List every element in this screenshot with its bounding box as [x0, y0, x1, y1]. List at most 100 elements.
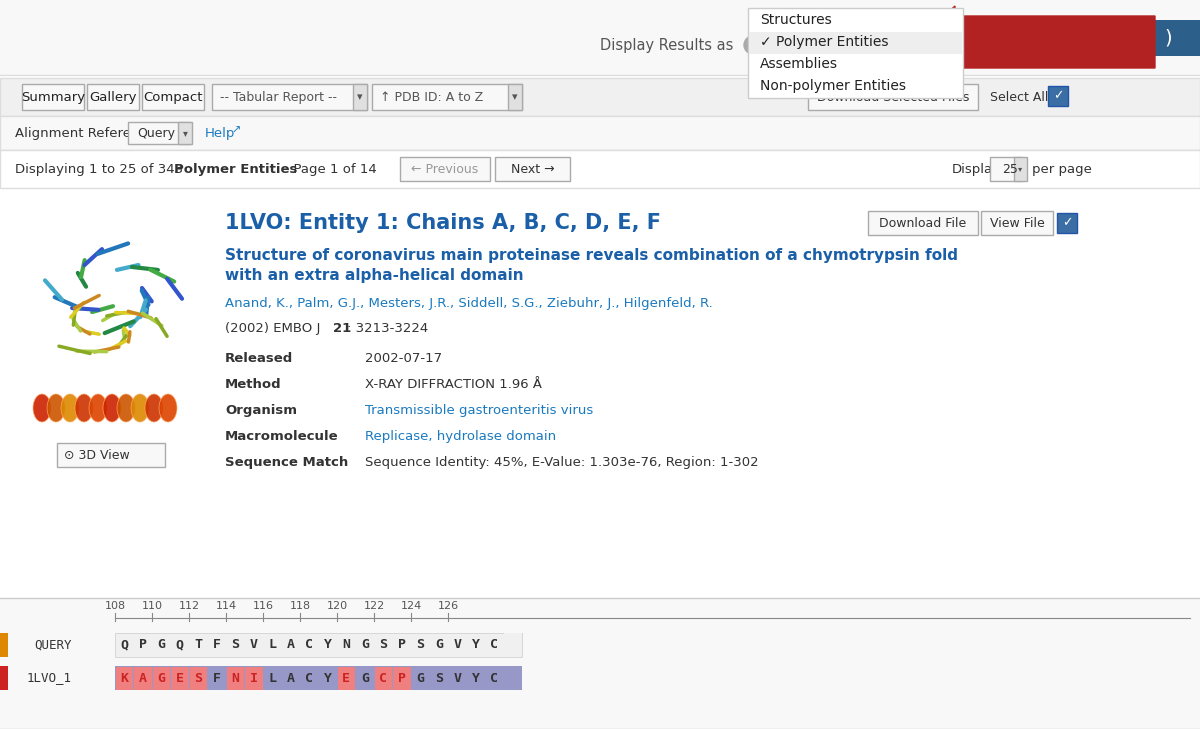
Text: P: P	[397, 671, 406, 685]
Text: 122: 122	[364, 601, 385, 611]
Bar	[178, 122, 192, 144]
Text: L: L	[269, 639, 276, 652]
Text: G: G	[434, 639, 443, 652]
Bar	[245, 666, 263, 690]
Bar	[0, 116, 1200, 150]
Text: 25: 25	[1002, 163, 1018, 176]
Text: -- Tabular Report --: -- Tabular Report --	[220, 90, 337, 104]
Bar	[394, 666, 410, 690]
Text: Sequence Identity: 45%, E-Value: 1.303e-76, Region: 1-302: Sequence Identity: 45%, E-Value: 1.303e-…	[365, 456, 758, 469]
Text: 124: 124	[401, 601, 421, 611]
Text: per page: per page	[1032, 163, 1092, 176]
Bar	[115, 666, 522, 690]
Text: C: C	[491, 671, 498, 685]
Text: QUERY: QUERY	[35, 639, 72, 652]
Bar	[1014, 157, 1027, 181]
Bar	[808, 84, 978, 110]
Bar	[0, 598, 1200, 729]
Ellipse shape	[118, 394, 134, 422]
Text: ↑ PDB ID: A to Z: ↑ PDB ID: A to Z	[380, 90, 484, 104]
Text: 112: 112	[179, 601, 199, 611]
Text: Y: Y	[324, 671, 331, 685]
Ellipse shape	[158, 394, 178, 422]
Bar	[0, 666, 8, 690]
Bar	[134, 666, 151, 690]
Bar	[1154, 20, 1200, 56]
Text: V: V	[454, 671, 461, 685]
Text: 116: 116	[252, 601, 274, 611]
Bar	[400, 157, 490, 181]
Text: K: K	[120, 671, 128, 685]
Ellipse shape	[74, 394, 94, 422]
Ellipse shape	[47, 394, 65, 422]
Text: ✓: ✓	[1052, 90, 1063, 103]
Ellipse shape	[103, 394, 121, 422]
Bar	[88, 84, 139, 110]
Bar	[1048, 86, 1068, 106]
Text: Q: Q	[175, 639, 184, 652]
Text: Replicase, hydrolase domain: Replicase, hydrolase domain	[365, 429, 556, 443]
Text: Next →: Next →	[511, 163, 554, 176]
Text: Structures: Structures	[760, 13, 832, 27]
Circle shape	[744, 36, 762, 54]
Text: 1LVO: Entity 1: Chains A, B, C, D, E, F: 1LVO: Entity 1: Chains A, B, C, D, E, F	[226, 213, 661, 233]
Text: E: E	[342, 671, 350, 685]
Text: ✓ Polymer Entities: ✓ Polymer Entities	[760, 35, 888, 49]
Bar	[0, 150, 1200, 188]
Bar	[0, 188, 1200, 208]
FancyArrow shape	[916, 6, 1154, 78]
Text: A: A	[139, 671, 146, 685]
Text: E: E	[175, 671, 184, 685]
Text: G: G	[361, 671, 368, 685]
Bar	[172, 666, 188, 690]
Text: with an extra alpha-helical domain: with an extra alpha-helical domain	[226, 268, 523, 283]
Text: V: V	[454, 639, 461, 652]
Text: 1LVO_1: 1LVO_1	[28, 671, 72, 685]
Text: V: V	[250, 639, 258, 652]
Text: C: C	[305, 671, 313, 685]
Text: T: T	[194, 639, 203, 652]
Text: Non-polymer Entities: Non-polymer Entities	[760, 79, 906, 93]
Text: Query: Query	[137, 127, 175, 139]
Text: Sequence Match: Sequence Match	[226, 456, 348, 469]
Text: Q: Q	[120, 639, 128, 652]
Bar	[115, 666, 133, 690]
Text: Alignment Reference: Alignment Reference	[14, 127, 155, 139]
Bar	[115, 633, 522, 657]
Text: G: G	[361, 639, 368, 652]
Bar	[496, 157, 570, 181]
Bar	[504, 666, 522, 690]
Text: ?: ?	[750, 40, 756, 50]
Text: G: G	[157, 639, 166, 652]
Bar	[22, 84, 84, 110]
Text: Y: Y	[324, 639, 331, 652]
Text: Method: Method	[226, 378, 282, 391]
Text: N: N	[232, 671, 239, 685]
Text: Y: Y	[472, 639, 480, 652]
Text: 110: 110	[142, 601, 162, 611]
Text: Structure of coronavirus main proteinase reveals combination of a chymotrypsin f: Structure of coronavirus main proteinase…	[226, 248, 958, 262]
Text: A: A	[287, 639, 295, 652]
Text: L: L	[269, 671, 276, 685]
Text: ⊙ 3D View: ⊙ 3D View	[64, 448, 130, 461]
Text: S: S	[379, 639, 388, 652]
Bar	[504, 633, 522, 657]
Text: ▾: ▾	[182, 128, 187, 138]
Text: S: S	[416, 639, 425, 652]
Text: 114: 114	[216, 601, 236, 611]
Bar	[372, 84, 522, 110]
Text: P: P	[397, 639, 406, 652]
Text: Assemblies: Assemblies	[760, 57, 838, 71]
Bar	[58, 443, 166, 467]
Text: Released: Released	[226, 351, 293, 364]
Ellipse shape	[89, 394, 107, 422]
Bar	[152, 666, 170, 690]
Bar	[508, 84, 522, 110]
Text: X-RAY DIFFRACTION 1.96 Å: X-RAY DIFFRACTION 1.96 Å	[365, 378, 542, 391]
Ellipse shape	[145, 394, 163, 422]
Text: C: C	[379, 671, 388, 685]
Text: Y: Y	[472, 671, 480, 685]
Ellipse shape	[61, 394, 79, 422]
Text: Display: Display	[952, 163, 1001, 176]
Bar	[190, 666, 208, 690]
